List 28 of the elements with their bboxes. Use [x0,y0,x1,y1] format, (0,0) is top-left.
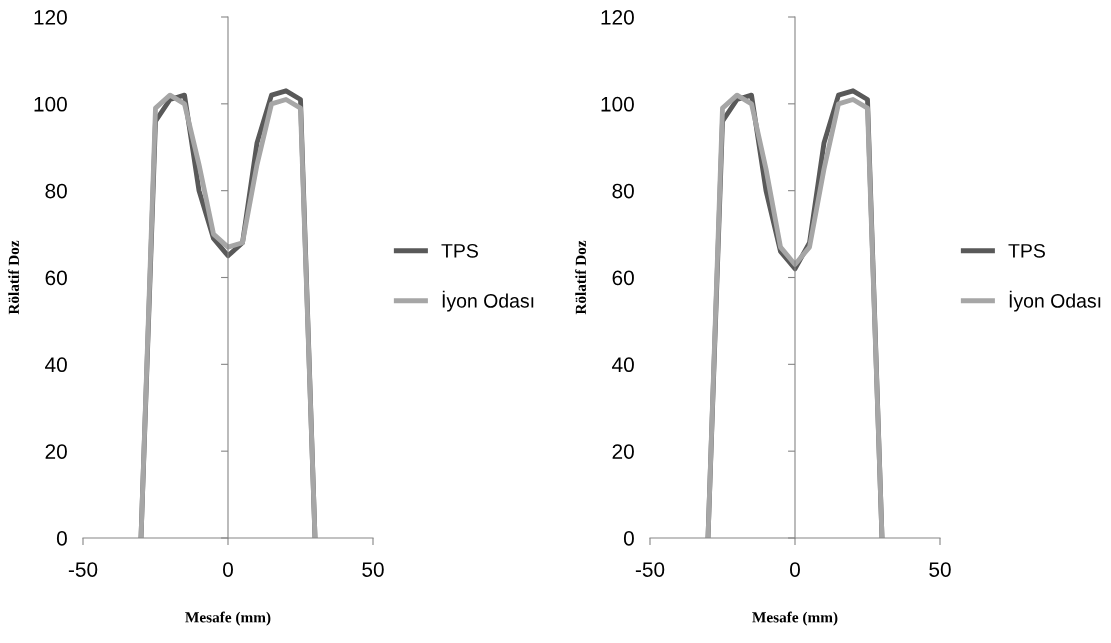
legend-label: TPS [1008,243,1045,258]
y-tick-label: 0 [56,531,67,546]
x-axis-title: Mesafe (mm) [185,611,271,626]
y-tick-label: 60 [45,270,67,286]
y-tick-label: 120 [601,10,634,25]
y-tick-label: 40 [45,357,67,373]
x-tick-label: -50 [68,562,98,577]
y-tick-label: 100 [34,96,67,112]
y-tick-label: 80 [45,183,67,199]
y-tick-label: 60 [612,270,634,286]
x-tick-label: 50 [362,562,384,577]
y-tick-label: 40 [612,357,634,373]
legend-label: TPS [441,243,478,258]
y-axis-title: Rölatif Doz [575,240,586,315]
y-tick-label: 20 [45,444,67,459]
x-tick-label: 50 [929,562,951,577]
legend-label: İyon Odası [442,290,534,312]
x-tick-label: 0 [223,562,233,577]
legend-label: İyon Odası [1009,290,1101,312]
x-tick-label: 0 [790,562,800,577]
y-axis-title: Rölatif Doz [8,240,19,315]
y-tick-label: 20 [612,444,634,459]
x-axis-title: Mesafe (mm) [752,611,838,626]
y-tick-label: 80 [612,183,634,199]
y-tick-label: 120 [34,10,67,25]
y-tick-label: 0 [623,531,634,546]
x-tick-label: -50 [635,562,665,577]
y-tick-label: 100 [601,96,634,112]
